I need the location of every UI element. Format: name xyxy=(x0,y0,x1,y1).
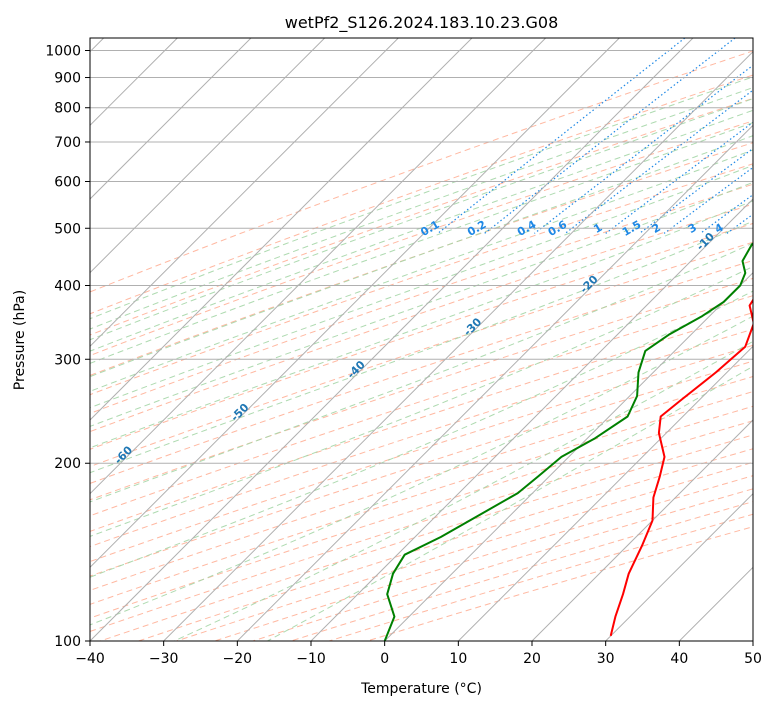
y-tick-label: 600 xyxy=(54,175,81,191)
dry-adiabat-line xyxy=(90,328,753,548)
mixing-ratio-line xyxy=(766,38,775,233)
y-tick-label: 1000 xyxy=(45,44,81,60)
skewed-isotherm-line xyxy=(163,50,753,641)
x-tick-label: 20 xyxy=(523,651,541,667)
moist-adiabat-line xyxy=(90,135,753,378)
mixing-ratio-label: 0.6 xyxy=(546,218,570,239)
x-tick-label: 40 xyxy=(670,651,688,667)
mixing-ratio-line xyxy=(437,38,686,234)
mixing-ratio-label: 0.2 xyxy=(465,218,488,239)
x-tick-label: −40 xyxy=(75,651,105,667)
x-tick-label: 10 xyxy=(449,651,467,667)
dewpoint-profile-line xyxy=(383,242,753,641)
moist-adiabat-line xyxy=(173,340,753,641)
isotherm-label: -70 xyxy=(0,486,19,509)
y-tick-label: 500 xyxy=(54,221,81,237)
mixing-ratio-lines xyxy=(437,38,775,234)
dry-adiabat-line xyxy=(90,375,753,591)
dry-adiabat-line xyxy=(90,142,753,376)
skewed-isotherm-line xyxy=(457,345,753,641)
dry-adiabat-line xyxy=(90,74,753,315)
dry-adiabat-line xyxy=(100,434,753,641)
moist-adiabat-line xyxy=(90,76,753,320)
x-tick-label: 30 xyxy=(597,651,615,667)
x-axis-label: Temperature (°C) xyxy=(360,681,482,697)
y-tick-label: 800 xyxy=(54,101,81,117)
skewed-isotherms xyxy=(90,38,753,641)
moist-adiabat-line xyxy=(90,98,753,341)
moist-adiabat-line xyxy=(90,87,753,330)
x-tick-label: −30 xyxy=(149,651,179,667)
y-tick-label: 200 xyxy=(54,456,81,472)
x-axis-ticks: −40 −30 −20 −10 0 10 20 30 40 50 xyxy=(75,641,762,667)
mixing-ratio-line xyxy=(639,147,753,234)
dry-adiabat-line xyxy=(90,163,753,396)
skewed-isotherm-line xyxy=(90,38,326,274)
skewed-isotherm-line xyxy=(310,198,753,641)
y-axis-ticks: 100 200 300 400 500 600 700 800 900 1000 xyxy=(45,44,90,650)
mixing-ratio-line xyxy=(726,213,753,234)
moist-adiabat-line xyxy=(90,149,753,392)
profile-series xyxy=(383,242,753,641)
y-tick-label: 100 xyxy=(54,634,81,650)
isotherm-label: -20 xyxy=(577,272,600,295)
skewed-isotherm-line xyxy=(90,38,399,348)
skewed-isotherm-line xyxy=(90,38,694,641)
dry-adiabat-line xyxy=(90,222,753,450)
moist-adiabat-line xyxy=(90,265,753,537)
skewed-isotherm-line xyxy=(236,124,753,641)
y-axis-label: Pressure (hPa) xyxy=(12,290,28,390)
plot-area: -100-90-80-70-60-50-40-30-20-100.10.20.4… xyxy=(0,38,775,641)
skewed-isotherm-line xyxy=(605,492,753,641)
moist-adiabat-line xyxy=(267,365,753,641)
plot-frame xyxy=(89,37,754,642)
x-tick-label: 50 xyxy=(744,651,762,667)
isotherm-label: -40 xyxy=(345,358,368,381)
y-tick-label: 700 xyxy=(54,135,81,151)
skewed-isotherm-line xyxy=(90,38,473,421)
mixing-ratio-line xyxy=(484,38,736,234)
mixing-ratio-line xyxy=(534,64,753,234)
dry-adiabat-line xyxy=(90,360,753,577)
mixing-ratio-label: 1.5 xyxy=(620,218,643,239)
dry-adiabat-line xyxy=(90,97,753,336)
y-tick-label: 400 xyxy=(54,278,81,294)
moist-adiabat-line xyxy=(90,242,753,503)
x-tick-label: −10 xyxy=(296,651,326,667)
skewed-isotherm-line xyxy=(384,271,753,641)
dry-adiabat-line xyxy=(90,312,753,532)
skewed-isotherm-line xyxy=(752,640,753,641)
skewed-isotherm-line xyxy=(90,38,547,495)
x-tick-label: 0 xyxy=(380,651,389,667)
y-tick-label: 900 xyxy=(54,71,81,87)
moist-adiabats xyxy=(90,76,753,641)
skewed-isotherm-line xyxy=(531,419,753,641)
dry-adiabat-line xyxy=(367,526,753,641)
pressure-gridlines xyxy=(90,50,753,641)
skewed-isotherm-line xyxy=(90,38,252,200)
dry-adiabat-line xyxy=(90,241,753,468)
chart-title: wetPf2_S126.2024.183.10.23.G08 xyxy=(285,13,559,33)
skewed-isotherm-line xyxy=(678,566,753,641)
dry-adiabat-line xyxy=(90,277,753,501)
moist-adiabat-line xyxy=(90,181,753,427)
isotherm-label: -10 xyxy=(694,230,717,253)
y-tick-label: 300 xyxy=(54,352,81,368)
x-tick-label: −20 xyxy=(223,651,253,667)
mixing-ratio-line xyxy=(564,89,753,234)
dry-adiabat-line xyxy=(90,50,753,293)
moist-adiabat-line xyxy=(90,109,753,352)
temperature-profile-line xyxy=(609,298,753,637)
skewed-isotherm-line xyxy=(90,38,620,569)
dry-adiabat-line xyxy=(214,475,753,641)
